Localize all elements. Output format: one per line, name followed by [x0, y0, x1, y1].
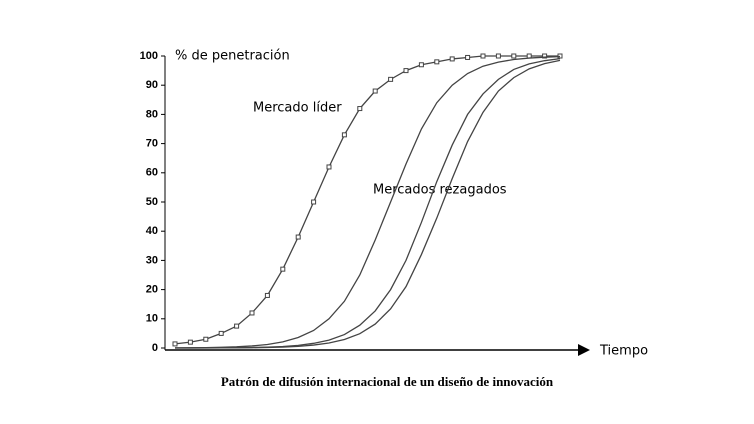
y-tick-label: 0 [152, 342, 158, 354]
point-marker [465, 54, 471, 60]
y-tick-label: 10 [146, 313, 158, 325]
point-marker [511, 53, 517, 59]
y-tick-label: 80 [146, 108, 158, 120]
point-marker [218, 330, 224, 336]
annotation: Mercado líder [253, 101, 342, 116]
point-marker [264, 292, 270, 298]
point-marker [326, 164, 332, 170]
point-marker [557, 53, 563, 59]
point-marker [311, 199, 317, 205]
point-marker [172, 341, 178, 347]
y-tick-label: 70 [146, 138, 158, 150]
y-axis-label: % de penetración [175, 49, 290, 64]
point-marker [357, 106, 363, 112]
point-marker [434, 59, 440, 65]
y-tick-label: 50 [146, 196, 158, 208]
y-tick-label: 40 [146, 225, 158, 237]
x-axis-label: Tiempo [599, 344, 648, 359]
y-tick-label: 60 [146, 167, 158, 179]
y-tick-label: 30 [146, 254, 158, 266]
point-marker [480, 53, 486, 59]
series-line [175, 59, 561, 349]
point-marker [203, 336, 209, 342]
point-marker [372, 88, 378, 94]
series-line [174, 57, 561, 349]
point-marker [418, 62, 424, 68]
x-axis-arrow [578, 344, 590, 356]
point-marker [295, 234, 301, 240]
point-marker [341, 132, 347, 138]
y-tick-label: 100 [140, 50, 158, 62]
series-line [174, 55, 560, 345]
point-marker [449, 56, 455, 62]
point-marker [542, 53, 548, 59]
point-marker [495, 53, 501, 59]
y-tick-label: 90 [146, 79, 158, 91]
point-marker [234, 323, 240, 329]
point-marker [187, 339, 193, 345]
annotation: Mercados rezagados [373, 183, 507, 198]
point-marker [280, 266, 286, 272]
point-marker [388, 76, 394, 82]
y-tick-label: 20 [146, 284, 158, 296]
caption: Patrón de difusión internacional de un d… [221, 374, 554, 389]
point-marker [403, 68, 409, 74]
series-line [174, 55, 561, 349]
point-marker [249, 310, 255, 316]
